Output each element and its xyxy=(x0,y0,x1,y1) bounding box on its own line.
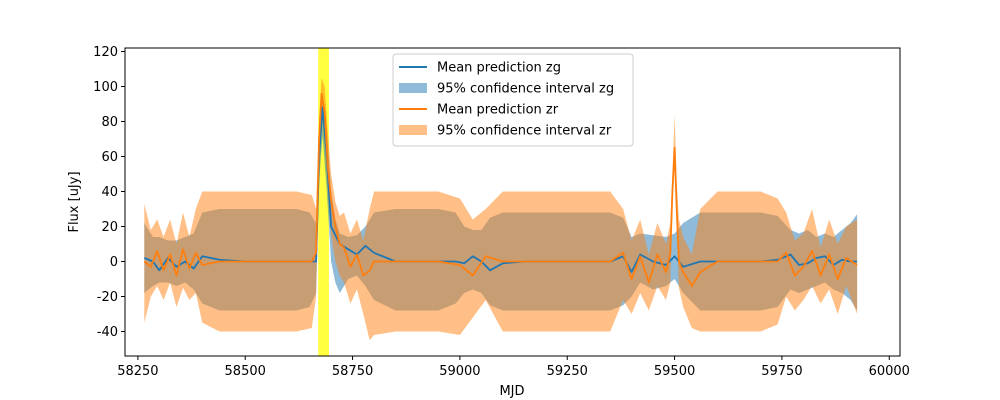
y-tick-label: -20 xyxy=(97,290,118,305)
mean-line-layer xyxy=(143,92,858,287)
legend-label: Mean prediction zg xyxy=(437,61,561,76)
confidence-band-1 xyxy=(144,77,858,341)
x-tick-label: 59500 xyxy=(654,364,695,379)
x-axis-label: MJD xyxy=(499,384,524,399)
highlight-span xyxy=(318,48,329,356)
x-tick-label: 59000 xyxy=(439,364,480,379)
y-axis-ticks: -40 -20 0 20 40 60 80 100 120 xyxy=(93,45,125,340)
x-tick-label: 59250 xyxy=(547,364,588,379)
y-tick-label: 80 xyxy=(101,115,118,130)
mean-line-1 xyxy=(143,92,858,287)
x-axis-ticks: 58250 58500 58750 59000 59250 59500 59750 60000 xyxy=(117,356,910,379)
y-tick-label: 120 xyxy=(93,45,118,60)
legend-patch-marker xyxy=(399,125,427,135)
x-tick-label: 58750 xyxy=(332,364,373,379)
legend-box xyxy=(392,53,634,147)
x-tick-label: 59750 xyxy=(761,364,802,379)
legend: Mean prediction zg 95% confidence interva… xyxy=(392,53,634,147)
legend-patch-marker xyxy=(399,83,427,93)
y-axis-label: Flux [uJy] xyxy=(67,171,82,232)
y-tick-label: -40 xyxy=(97,325,118,340)
x-tick-label: 60000 xyxy=(869,364,910,379)
legend-label: 95% confidence interval zg xyxy=(437,82,614,97)
legend-label: Mean prediction zr xyxy=(437,103,559,118)
legend-label: 95% confidence interval zr xyxy=(437,124,612,139)
axes-frame xyxy=(124,47,901,357)
plot-area xyxy=(143,48,858,356)
y-tick-label: 60 xyxy=(101,150,118,165)
y-tick-label: 20 xyxy=(101,220,118,235)
x-tick-label: 58250 xyxy=(117,364,158,379)
y-tick-label: 100 xyxy=(93,80,118,95)
highlight-span-layer xyxy=(318,48,329,356)
x-tick-label: 58500 xyxy=(225,364,266,379)
y-tick-label: 40 xyxy=(101,185,118,200)
y-tick-label: 0 xyxy=(110,255,118,270)
